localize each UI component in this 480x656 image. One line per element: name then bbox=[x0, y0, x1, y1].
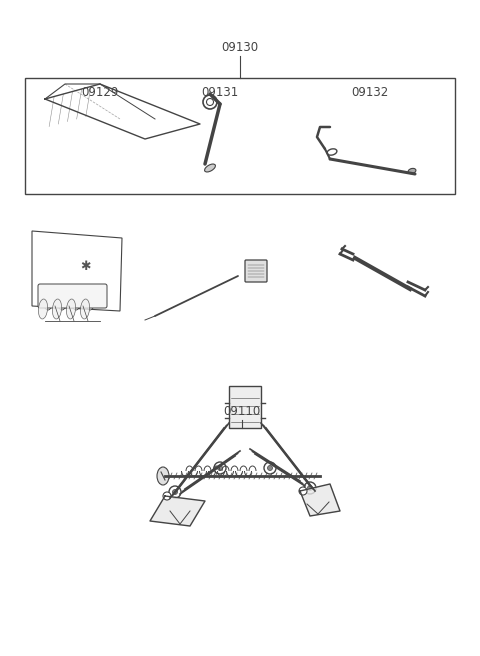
Circle shape bbox=[214, 462, 226, 474]
Text: ✱: ✱ bbox=[80, 260, 90, 272]
Text: 09131: 09131 bbox=[202, 86, 239, 99]
Circle shape bbox=[299, 487, 307, 495]
Text: 09129: 09129 bbox=[81, 86, 119, 99]
FancyBboxPatch shape bbox=[38, 284, 107, 308]
Circle shape bbox=[203, 95, 217, 109]
FancyBboxPatch shape bbox=[245, 260, 267, 282]
Circle shape bbox=[169, 486, 181, 498]
Circle shape bbox=[267, 466, 273, 470]
Ellipse shape bbox=[66, 299, 75, 319]
Text: 09132: 09132 bbox=[351, 86, 389, 99]
Bar bbox=[25, 78, 455, 194]
Ellipse shape bbox=[408, 169, 416, 174]
Ellipse shape bbox=[38, 299, 48, 319]
Ellipse shape bbox=[327, 149, 337, 155]
Circle shape bbox=[304, 482, 316, 494]
Ellipse shape bbox=[81, 299, 90, 319]
Ellipse shape bbox=[52, 299, 61, 319]
Circle shape bbox=[172, 489, 178, 495]
Circle shape bbox=[308, 485, 312, 491]
Polygon shape bbox=[300, 484, 340, 516]
Circle shape bbox=[163, 492, 171, 500]
Text: 09130: 09130 bbox=[221, 41, 259, 54]
Circle shape bbox=[217, 466, 223, 470]
Circle shape bbox=[264, 462, 276, 474]
Ellipse shape bbox=[57, 288, 67, 310]
Ellipse shape bbox=[157, 467, 169, 485]
Circle shape bbox=[206, 98, 214, 106]
Ellipse shape bbox=[43, 288, 53, 310]
Text: 09110: 09110 bbox=[223, 405, 261, 418]
Bar bbox=[229, 386, 261, 428]
Polygon shape bbox=[150, 496, 205, 526]
Ellipse shape bbox=[71, 288, 81, 310]
Ellipse shape bbox=[204, 164, 216, 172]
Polygon shape bbox=[32, 231, 122, 311]
Ellipse shape bbox=[85, 288, 95, 310]
